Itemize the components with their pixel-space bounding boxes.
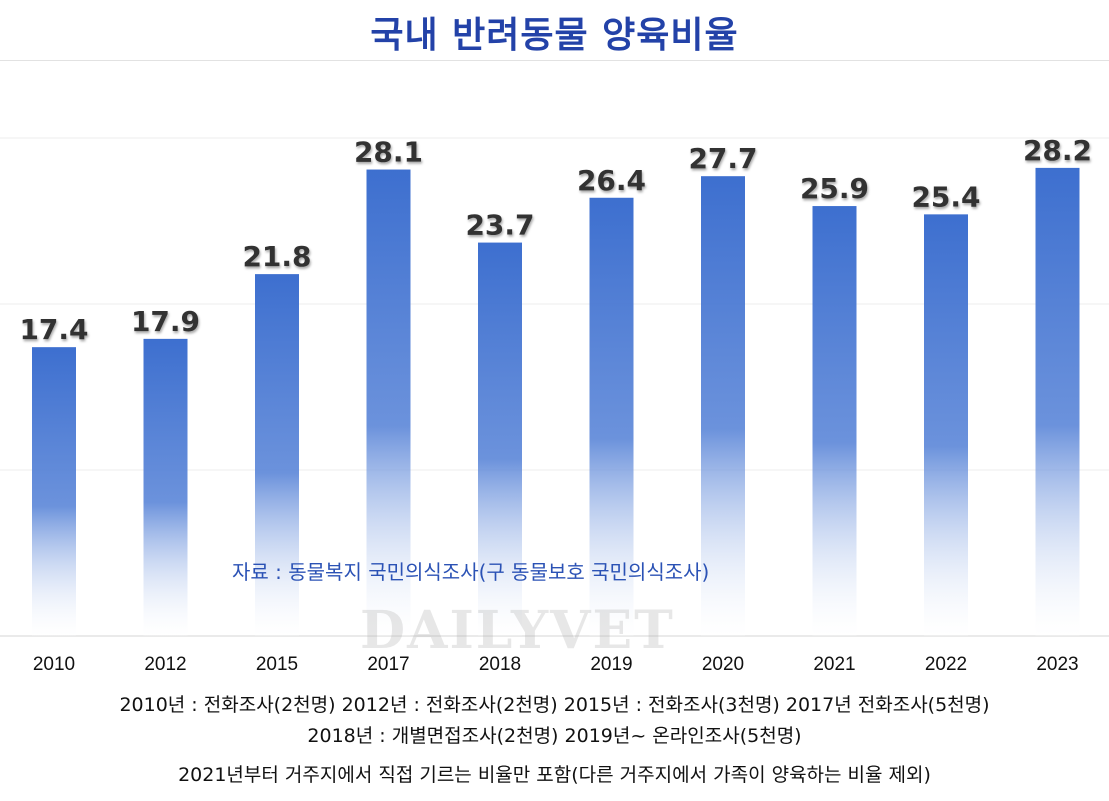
bar-2010 (32, 347, 76, 636)
x-tick-label-2019: 2019 (590, 654, 632, 675)
survey-note-3: 2021년부터 거주지에서 직접 기르는 비율만 포함(다른 거주지에서 가족이… (178, 764, 931, 786)
data-label-2012: 17.9 (131, 305, 200, 338)
survey-note-1: 2010년 : 전화조사(2천명) 2012년 : 전화조사(2천명) 2015… (119, 694, 990, 716)
watermark-logo: DAILYVET (360, 600, 675, 661)
data-labels: 17.4 17.9 21.8 28.1 23.7 26.4 27.7 25.9 25.4 28.2 (19, 134, 1092, 346)
bar-2021 (812, 206, 857, 636)
x-tick-label-2020: 2020 (702, 654, 744, 675)
data-label-2023: 28.2 (1023, 134, 1092, 167)
data-label-2018: 23.7 (465, 209, 534, 242)
data-label-2015: 21.8 (242, 240, 311, 273)
survey-note-2: 2018년 : 개별면접조사(2천명) 2019년~ 온라인조사(5천명) (307, 725, 802, 747)
data-label-2010: 17.4 (19, 313, 88, 346)
x-tick-label-2018: 2018 (479, 654, 521, 675)
bar-2017 (366, 169, 411, 637)
x-tick-label-2017: 2017 (367, 654, 409, 675)
bar-2012 (143, 338, 188, 636)
bars (32, 167, 1080, 637)
bar-2019 (589, 197, 634, 636)
title-divider (0, 60, 1109, 61)
source-note: 자료 : 동물복지 국민의식조사(구 동물보호 국민의식조사) (232, 560, 710, 584)
bar-chart: 17.4 17.9 21.8 28.1 23.7 26.4 27.7 25.9 25.4 28.2… (0, 134, 1109, 675)
x-tick-label-2012: 2012 (144, 654, 186, 675)
x-tick-label-2023: 2023 (1036, 654, 1078, 675)
x-tick-label-2022: 2022 (925, 654, 967, 675)
bar-2020 (701, 176, 745, 636)
bar-2018 (478, 242, 522, 636)
data-label-2020: 27.7 (688, 142, 757, 175)
bar-2022 (924, 214, 968, 637)
x-tick-label-2015: 2015 (256, 654, 298, 675)
data-label-2017: 28.1 (354, 136, 423, 169)
data-label-2022: 25.4 (911, 180, 980, 213)
bar-2015 (255, 274, 299, 636)
data-label-2019: 26.4 (577, 164, 646, 197)
bar-2023 (1035, 167, 1080, 636)
chart-title: 국내 반려동물 양육비율 (370, 15, 739, 56)
x-tick-label-2021: 2021 (813, 654, 855, 675)
x-tick-label-2010: 2010 (33, 654, 75, 675)
x-axis-ticks: 2010 2012 2015 2017 2018 2019 2020 2021 2022 2023 (33, 654, 1079, 675)
data-label-2021: 25.9 (800, 172, 869, 205)
